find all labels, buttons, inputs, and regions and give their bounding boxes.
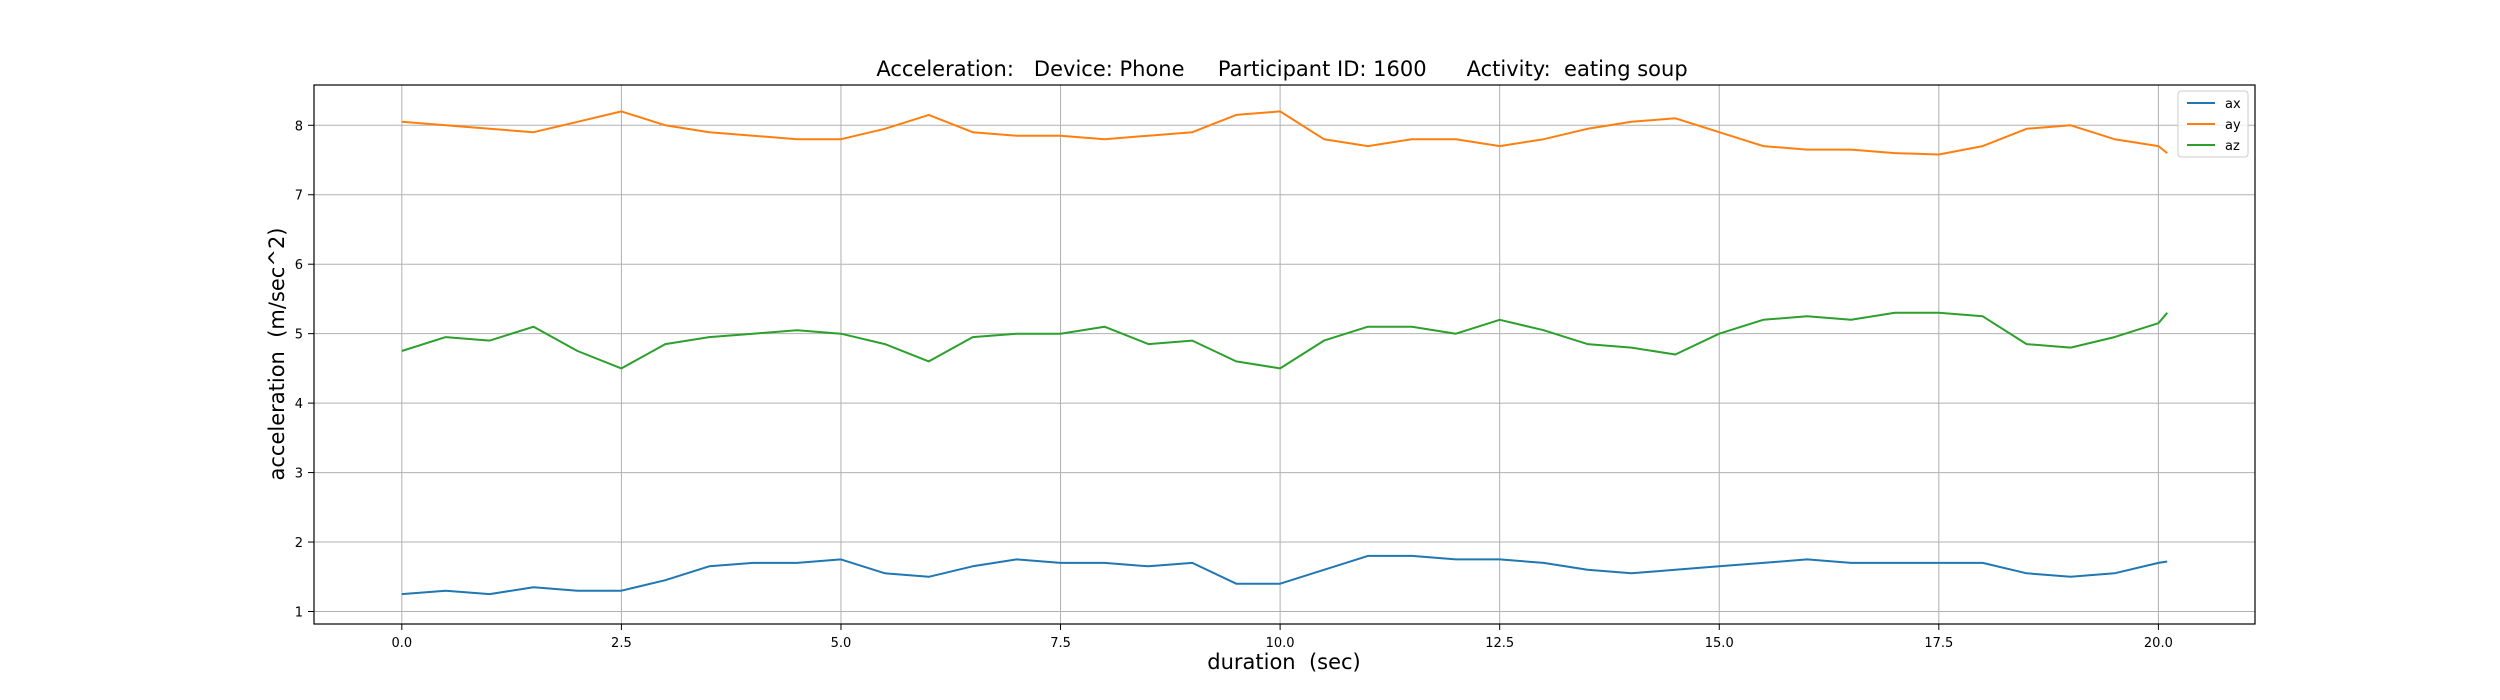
chart-title: Acceleration: Device: Phone Participant …	[876, 57, 1687, 81]
x-axis-label: duration (sec)	[1207, 650, 1361, 674]
y-tick-label: 5	[295, 328, 303, 343]
y-tick-label: 8	[295, 119, 303, 134]
y-tick-label: 4	[295, 397, 303, 412]
legend-label-az: az	[2225, 139, 2240, 154]
grid	[314, 85, 2255, 624]
series-line-ay	[401, 110, 2168, 156]
x-tick-label: 12.5	[1485, 636, 1514, 651]
x-tick-label: 2.5	[611, 636, 632, 651]
y-axis-ticks: 1 2 3 4 5 6 7 8	[295, 119, 314, 620]
x-tick-label: 17.5	[1924, 636, 1953, 651]
x-axis-ticks: 0.0 2.5 5.0 7.5 10.0 12.5 15.0 17.5 20.0	[391, 624, 2173, 651]
x-tick-label: 5.0	[831, 636, 852, 651]
legend-label-ax: ax	[2225, 97, 2241, 112]
x-tick-label: 10.0	[1266, 636, 1295, 651]
y-tick-label: 6	[295, 258, 303, 273]
y-axis-label: acceleration (m/sec^2)	[265, 228, 289, 481]
y-tick-label: 3	[295, 467, 303, 482]
x-tick-label: 20.0	[2144, 636, 2173, 651]
legend-label-ay: ay	[2225, 118, 2241, 133]
y-tick-label: 1	[295, 605, 303, 620]
x-tick-label: 0.0	[391, 636, 412, 651]
series-line-ax	[401, 554, 2168, 596]
x-tick-label: 7.5	[1050, 636, 1071, 651]
series-lines	[401, 110, 2168, 596]
x-tick-label: 15.0	[1705, 636, 1734, 651]
plot-area-frame	[313, 84, 2256, 625]
y-tick-label: 2	[295, 536, 303, 551]
legend: ax ay az	[2177, 90, 2249, 158]
y-tick-label: 7	[295, 189, 303, 204]
series-line-az	[401, 311, 2168, 370]
